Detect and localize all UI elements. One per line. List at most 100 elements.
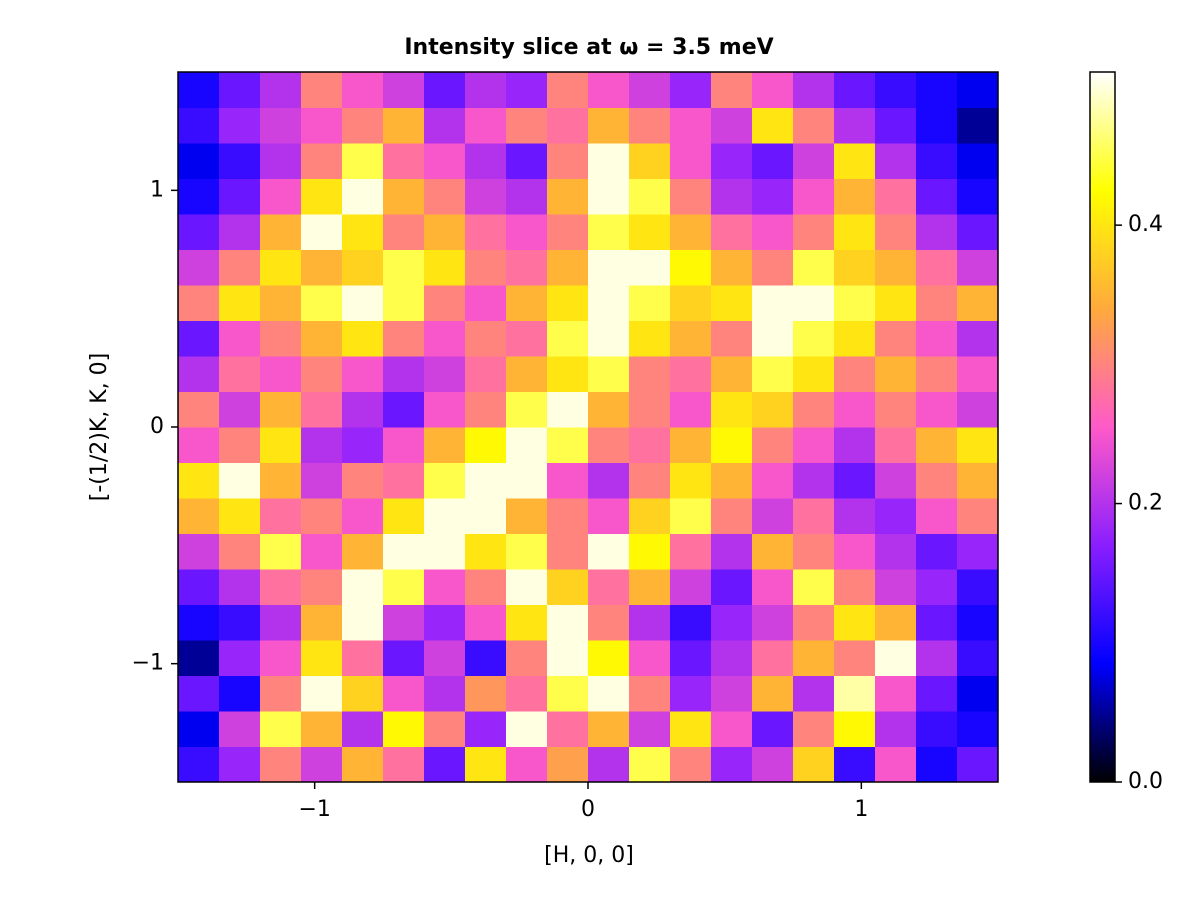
heatmap-cell (629, 746, 671, 783)
heatmap-cell (219, 72, 261, 108)
heatmap-cell (383, 746, 425, 783)
heatmap-cell (793, 356, 835, 392)
heatmap-cell (219, 675, 261, 712)
heatmap-cell (752, 498, 794, 534)
heatmap-cell (793, 143, 835, 179)
heatmap-cell (178, 569, 220, 605)
heatmap-cell (752, 533, 794, 570)
heatmap-cell (301, 569, 343, 605)
heatmap-cell (793, 427, 835, 463)
heatmap-cell (834, 143, 876, 179)
heatmap-cell (588, 285, 630, 321)
heatmap-cell (383, 533, 425, 570)
heatmap-cell (957, 320, 999, 357)
y-tick-label: −1 (132, 651, 164, 676)
heatmap-cell (260, 569, 302, 605)
heatmap-cell (834, 249, 876, 286)
heatmap-cell (465, 675, 507, 712)
heatmap-cell (219, 569, 261, 605)
heatmap-cell (629, 285, 671, 321)
heatmap-cell (834, 498, 876, 534)
heatmap-cell (424, 178, 466, 215)
heatmap-cell (260, 640, 302, 676)
heatmap-cell (875, 285, 917, 321)
heatmap-cell (916, 356, 958, 392)
heatmap-cell (957, 178, 999, 215)
heatmap-cell (260, 214, 302, 250)
heatmap-cell (547, 746, 589, 783)
heatmap-cell (957, 249, 999, 286)
heatmap-cell (506, 711, 548, 747)
heatmap-cell (547, 533, 589, 570)
heatmap-cell (793, 746, 835, 783)
heatmap-cell (301, 285, 343, 321)
heatmap-cell (506, 72, 548, 108)
heatmap-cell (383, 604, 425, 641)
heatmap-cell (834, 178, 876, 215)
heatmap-cell (465, 462, 507, 499)
heatmap-cell (588, 533, 630, 570)
heatmap-cell (219, 285, 261, 321)
heatmap-cell (793, 533, 835, 570)
heatmap-cell (793, 391, 835, 428)
heatmap-cell (711, 214, 753, 250)
heatmap-cell (916, 285, 958, 321)
heatmap-cell (465, 320, 507, 357)
heatmap-cell (711, 356, 753, 392)
colorbar-tick-label: 0.4 (1128, 212, 1163, 237)
heatmap-cell (957, 285, 999, 321)
heatmap-cell (424, 462, 466, 499)
heatmap-cell (424, 640, 466, 676)
heatmap-cell (547, 178, 589, 215)
heatmap-cell (260, 72, 302, 108)
heatmap-cell (916, 72, 958, 108)
heatmap-cell (916, 249, 958, 286)
heatmap-cell (834, 72, 876, 108)
heatmap-cell (670, 178, 712, 215)
heatmap-cell (506, 107, 548, 144)
heatmap-cell (178, 249, 220, 286)
heatmap-cell (547, 675, 589, 712)
heatmap-cell (670, 427, 712, 463)
heatmap-cell (670, 356, 712, 392)
heatmap-cell (752, 462, 794, 499)
heatmap-cell (260, 249, 302, 286)
heatmap-cell (465, 72, 507, 108)
heatmap-cell (875, 249, 917, 286)
heatmap-cell (547, 711, 589, 747)
heatmap-cell (424, 356, 466, 392)
heatmap-cell (301, 320, 343, 357)
heatmap-cell (588, 711, 630, 747)
heatmap-cell (342, 604, 384, 641)
heatmap-cell (711, 285, 753, 321)
heatmap-cell (834, 640, 876, 676)
heatmap-cell (588, 427, 630, 463)
heatmap-cell (342, 533, 384, 570)
heatmap-cell (547, 249, 589, 286)
heatmap-cell (219, 391, 261, 428)
heatmap-cell (301, 604, 343, 641)
heatmap-cell (916, 462, 958, 499)
heatmap-cell (178, 143, 220, 179)
heatmap-cell (711, 640, 753, 676)
heatmap-cell (260, 427, 302, 463)
heatmap-cell (875, 427, 917, 463)
heatmap-cell (670, 462, 712, 499)
heatmap-cell (383, 320, 425, 357)
heatmap-cell (424, 498, 466, 534)
heatmap-cell (670, 214, 712, 250)
heatmap-cell (424, 533, 466, 570)
heatmap-cell (916, 427, 958, 463)
heatmap-cell (752, 391, 794, 428)
heatmap-cell (957, 72, 999, 108)
heatmap-cell (301, 107, 343, 144)
heatmap-cell (424, 320, 466, 357)
heatmap-cell (834, 604, 876, 641)
colorbar-tick-label: 0.2 (1128, 491, 1163, 516)
heatmap-cell (219, 604, 261, 641)
heatmap-cell (383, 143, 425, 179)
heatmap-cell (875, 640, 917, 676)
heatmap-cell (629, 72, 671, 108)
heatmap-cell (670, 533, 712, 570)
heatmap-cell (465, 746, 507, 783)
